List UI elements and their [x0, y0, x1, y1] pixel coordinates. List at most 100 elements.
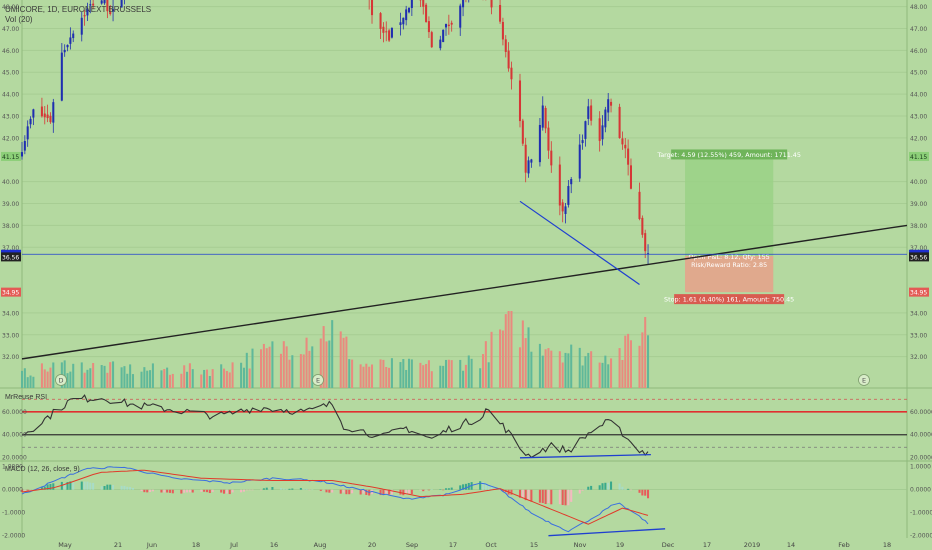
position-tool[interactable]: Target: 4.59 (12.55%) 459, Amount: 1711.… — [656, 149, 801, 305]
event-marker-letter: D — [58, 377, 63, 385]
stop-zone[interactable] — [685, 256, 774, 293]
volume-bar — [92, 362, 95, 388]
volume-bar — [188, 363, 191, 388]
macd-histogram-bar — [322, 489, 325, 491]
volume-bar — [427, 360, 430, 388]
candle-body — [427, 21, 430, 33]
stop-label: Stop: 1.61 (4.40%) 161, Amount: 750.45 — [664, 296, 794, 304]
price-label-right: 34.95 — [910, 290, 927, 297]
volume-bar — [183, 365, 186, 388]
down-support-line[interactable] — [519, 200, 640, 285]
macd-histogram-bar — [627, 488, 630, 490]
macd-histogram-bar — [521, 489, 524, 498]
macd-histogram-bar — [427, 489, 430, 491]
volume-bar — [251, 348, 254, 388]
volume-bar — [228, 372, 231, 388]
volume-bar — [610, 358, 613, 388]
price-tick-left: 42.00 — [2, 135, 19, 142]
volume-bar — [311, 346, 314, 388]
price-tick-right: 47.00 — [910, 26, 927, 33]
macd-histogram-bar — [439, 489, 442, 490]
rsi-tick-left: 60.0000 — [2, 409, 27, 416]
volume-bar — [604, 355, 607, 388]
macd-histogram-bar — [80, 481, 83, 490]
volume-bar — [166, 367, 169, 388]
volume-bar — [459, 359, 462, 388]
macd-histogram-bar — [501, 489, 504, 492]
macd-histogram-bar — [524, 489, 527, 501]
macd-histogram-bar — [311, 489, 314, 491]
volume-bar — [601, 362, 604, 388]
trend-line[interactable] — [21, 224, 908, 360]
macd-histogram-bar — [618, 483, 621, 490]
macd-histogram-bar — [268, 488, 271, 490]
volume-bar — [607, 364, 610, 388]
price-axes: 48.00 48.00 47.00 47.00 46.00 46.00 45.00 45.00… — [1, 4, 932, 540]
pnl-label: Open P&L: 8.12, Qty: 155 — [689, 253, 770, 261]
macd-histogram-bar — [581, 489, 584, 491]
macd-histogram-bar — [564, 489, 567, 506]
macd-histogram-bar — [351, 489, 354, 494]
macd-tick-right: 1.0000 — [910, 464, 931, 471]
rsi-support-line[interactable] — [519, 453, 651, 459]
volume-bar — [481, 354, 485, 388]
macd-histogram-bar — [499, 489, 502, 491]
price-tick-left: 38.00 — [2, 223, 19, 230]
macd-histogram-bar — [481, 481, 485, 490]
target-zone[interactable] — [685, 156, 774, 257]
event-marker[interactable] — [858, 374, 870, 386]
price-tick-left: 40.00 — [2, 179, 19, 186]
macd-histogram-bar — [444, 488, 448, 490]
volume-bar — [268, 346, 271, 388]
volume-bar — [425, 363, 428, 388]
macd-histogram-bar — [345, 489, 348, 495]
candle-body — [422, 0, 425, 7]
time-label: 17 — [449, 541, 457, 549]
candle-body — [459, 5, 462, 28]
event-marker[interactable] — [312, 374, 324, 386]
macd-histogram-bar — [123, 485, 126, 490]
time-label: Nov — [574, 541, 587, 549]
drawn-lines[interactable] — [21, 200, 908, 360]
volume-bar — [325, 341, 328, 388]
macd-histogram-bar — [205, 489, 208, 493]
volume-bar — [430, 371, 433, 388]
time-label: 18 — [192, 541, 200, 549]
candle-body — [587, 106, 590, 119]
macd-histogram-bar — [538, 489, 541, 503]
price-tick-left: 32.00 — [2, 354, 19, 361]
macd-histogram-bar — [248, 489, 251, 491]
volume-bar — [584, 356, 587, 388]
volume-bar — [561, 362, 564, 388]
macd-histogram-bar — [558, 489, 561, 505]
volume-bar — [419, 362, 422, 388]
volume-bar — [248, 368, 251, 388]
candle-body — [499, 5, 502, 22]
volume-bar — [439, 365, 442, 388]
macd-histogram-bar — [288, 488, 291, 490]
candle-body — [109, 11, 112, 15]
macd-histogram-bar — [271, 487, 274, 490]
macd-histogram-bar — [570, 489, 573, 502]
volume-bar — [618, 348, 621, 388]
volume-bar — [544, 349, 547, 388]
volume-bar — [339, 331, 342, 388]
candle-body — [518, 80, 522, 122]
macd-histogram-bar — [231, 489, 234, 493]
volume-bar — [149, 370, 152, 388]
candle-body — [570, 179, 573, 185]
volume-bar — [126, 373, 129, 388]
macd-histogram-bar — [390, 489, 393, 495]
macd-histogram-bar — [325, 489, 328, 493]
macd-support-line[interactable] — [548, 528, 666, 537]
candle-body — [521, 120, 524, 144]
event-marker[interactable] — [55, 374, 67, 386]
macd-histogram-bar — [419, 489, 422, 491]
macd-histogram-bar — [211, 489, 214, 492]
macd-histogram-bar — [601, 483, 604, 490]
volume-bar — [490, 331, 493, 388]
volume-bar — [402, 359, 405, 388]
macd-histogram-bar — [547, 489, 550, 504]
